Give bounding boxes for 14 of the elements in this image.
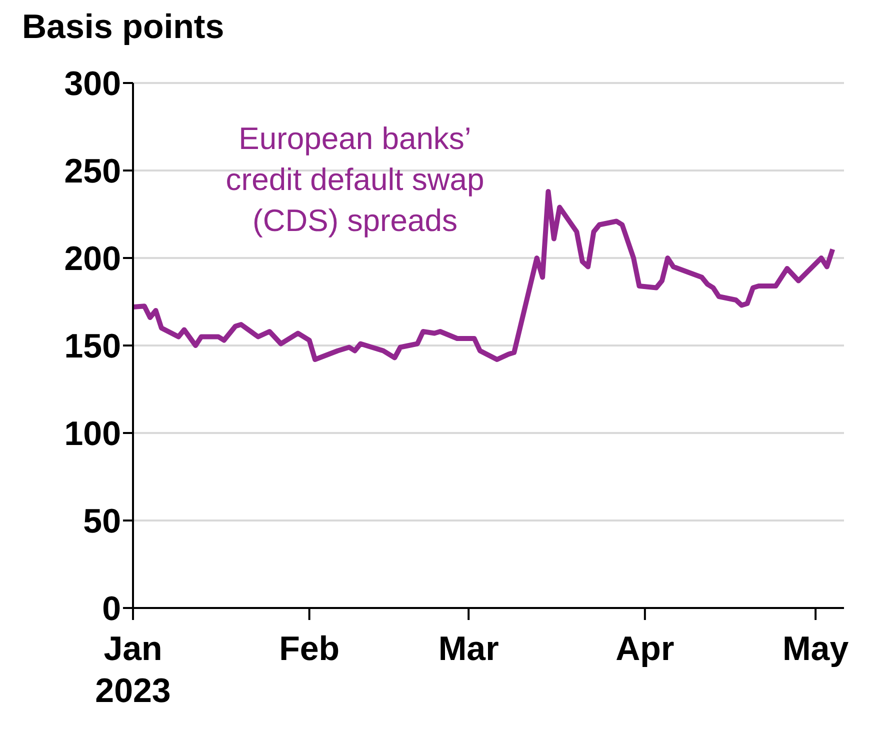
y-tick-label: 200 bbox=[64, 240, 121, 278]
y-tick-label: 300 bbox=[64, 65, 121, 104]
y-tick-label: 0 bbox=[102, 590, 121, 628]
x-tick-label: Apr bbox=[616, 630, 674, 668]
series-label: European banks’ credit default swap (CDS) spreads bbox=[224, 120, 486, 240]
y-tick-label: 250 bbox=[64, 152, 121, 191]
y-tick-label: 50 bbox=[83, 502, 121, 541]
x-tick-label: Jan 2023 bbox=[95, 630, 171, 710]
x-tick-label: Mar bbox=[438, 630, 499, 668]
x-tick-label: May bbox=[782, 630, 849, 668]
y-tick-label: 150 bbox=[64, 328, 121, 366]
y-axis-title: Basis points bbox=[22, 8, 224, 47]
x-tick-label: Feb bbox=[279, 630, 340, 668]
y-tick-label: 100 bbox=[64, 415, 121, 454]
